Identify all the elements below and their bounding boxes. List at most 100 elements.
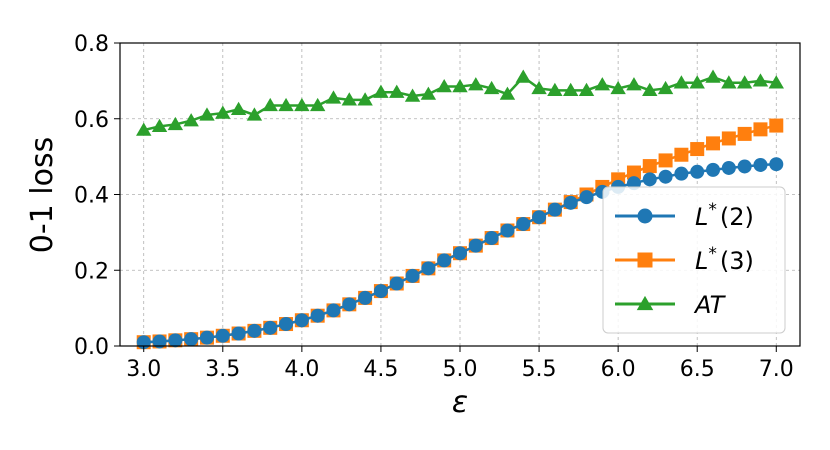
legend-label: L* (3) xyxy=(695,244,754,275)
data-point xyxy=(626,77,642,91)
data-point xyxy=(706,136,721,151)
data-point xyxy=(753,122,768,137)
data-point xyxy=(658,169,673,184)
data-point xyxy=(578,82,595,97)
series-layer xyxy=(136,69,784,350)
data-point xyxy=(689,75,705,89)
data-point xyxy=(468,77,484,91)
data-point xyxy=(737,126,752,141)
data-point xyxy=(358,290,373,305)
data-point xyxy=(642,159,657,174)
legend-label-main: L xyxy=(695,203,708,231)
ticks: 3.0 3.5 4.0 4.5 5.0 5.5 6.0 6.5 7.0 0.0 0.2 0.4 0.6 0… xyxy=(74,32,794,382)
x-tick-label: 5.5 xyxy=(522,357,557,382)
series-circle xyxy=(136,157,784,350)
data-point xyxy=(136,122,152,136)
legend-label: AT xyxy=(693,291,727,319)
data-point xyxy=(247,323,262,338)
y-tick-label: 0.2 xyxy=(74,259,109,284)
y-tick-label: 0.0 xyxy=(74,335,109,360)
data-point xyxy=(341,92,358,106)
x-tick-label: 4.0 xyxy=(284,357,319,382)
data-point xyxy=(199,107,215,121)
data-point xyxy=(294,97,310,112)
x-tick-label: 6.0 xyxy=(601,357,636,382)
data-point xyxy=(579,190,594,205)
legend-marker xyxy=(637,252,653,268)
data-point xyxy=(326,303,341,318)
y-tick-label: 0.6 xyxy=(74,108,109,133)
data-point xyxy=(389,84,405,98)
x-tick-label: 6.5 xyxy=(680,357,715,382)
data-point xyxy=(246,107,263,121)
data-point xyxy=(562,82,579,97)
data-point xyxy=(152,334,167,349)
data-point xyxy=(690,142,705,157)
legend-marker xyxy=(637,208,653,224)
x-tick-label: 3.5 xyxy=(205,357,240,382)
x-axis-label: ε xyxy=(452,385,468,420)
data-point xyxy=(262,97,278,112)
series-triangle xyxy=(136,69,784,136)
data-point xyxy=(215,328,230,343)
data-point xyxy=(184,332,199,347)
legend-item: AT xyxy=(615,291,727,319)
data-point xyxy=(199,330,214,345)
y-tick-label: 0.4 xyxy=(74,184,109,209)
data-point xyxy=(230,101,247,115)
data-point xyxy=(500,223,515,238)
data-point xyxy=(769,118,784,133)
y-tick-label: 0.8 xyxy=(74,32,109,57)
legend-label-main: AT xyxy=(693,291,727,319)
data-point xyxy=(310,308,325,323)
data-point xyxy=(231,326,246,341)
data-point xyxy=(674,166,689,181)
data-point xyxy=(453,246,467,261)
legend-item: L* (3) xyxy=(615,244,754,275)
legend-label-rest: (2) xyxy=(720,203,754,231)
legend-marker xyxy=(636,295,654,311)
data-point xyxy=(452,78,468,93)
data-point xyxy=(405,268,420,283)
data-point xyxy=(721,131,736,146)
data-point xyxy=(294,313,309,328)
data-point xyxy=(642,82,658,97)
data-point xyxy=(263,320,278,335)
data-point xyxy=(673,75,690,89)
data-point xyxy=(278,97,294,112)
data-point xyxy=(215,105,231,119)
x-tick-label: 3.0 xyxy=(126,357,161,382)
data-point xyxy=(547,82,563,97)
data-point xyxy=(642,172,657,187)
data-point xyxy=(151,118,168,132)
data-point xyxy=(342,297,357,312)
data-point xyxy=(721,160,736,175)
data-point xyxy=(658,153,673,168)
data-point xyxy=(610,80,626,95)
x-tick-label: 4.5 xyxy=(363,357,398,382)
data-point xyxy=(626,165,641,180)
legend-label: L* (2) xyxy=(695,200,754,231)
data-point xyxy=(705,69,721,83)
data-point xyxy=(325,90,342,104)
data-point xyxy=(468,238,483,253)
data-point xyxy=(515,69,531,83)
data-point xyxy=(373,284,388,299)
data-point xyxy=(483,80,500,95)
data-point xyxy=(752,73,769,87)
data-point xyxy=(499,86,516,100)
x-tick-label: 7.0 xyxy=(759,357,794,382)
data-point xyxy=(674,147,689,162)
data-point xyxy=(690,164,705,179)
data-point xyxy=(594,77,611,91)
legend-label-sup: * xyxy=(708,244,717,264)
data-point xyxy=(736,75,753,89)
data-point xyxy=(279,317,294,332)
data-point xyxy=(721,75,737,89)
data-point xyxy=(563,195,578,210)
data-point xyxy=(547,202,562,217)
data-point xyxy=(168,333,183,348)
data-point xyxy=(437,253,452,268)
data-point xyxy=(657,80,674,95)
